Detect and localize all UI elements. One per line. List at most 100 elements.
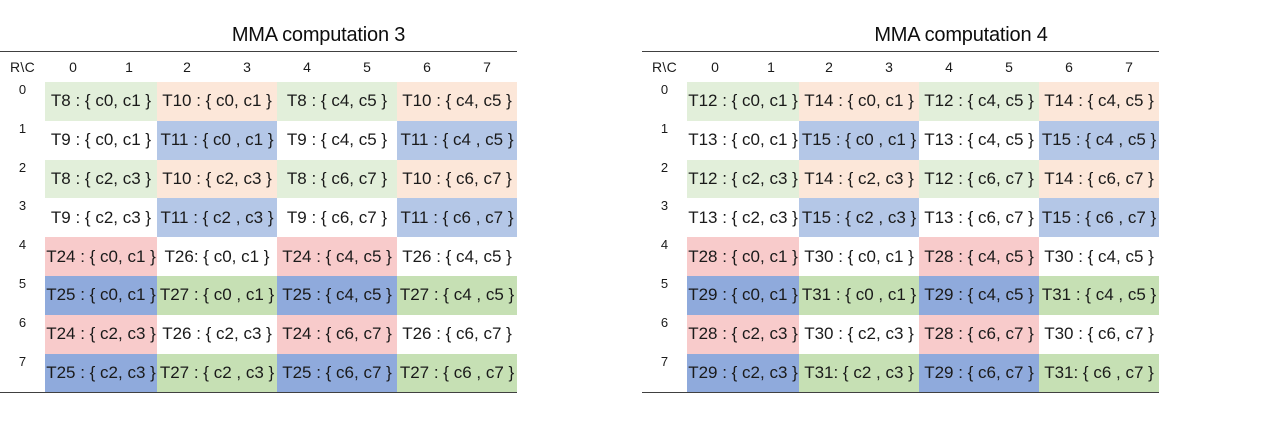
table-row: 2 T12 : { c2, c3 } T14 : { c2, c3 } T12 : {… bbox=[642, 159, 1159, 199]
table-cell-r1-c0: T9 : { c0, c1 } bbox=[45, 120, 157, 160]
table-cell-r7-c3: T31: { c6 , c7 } bbox=[1039, 353, 1159, 393]
table-cell-r4-c2: T28 : { c4, c5 } bbox=[919, 237, 1039, 276]
table-cell-r5-c3: T27 : { c4 , c5 } bbox=[397, 275, 517, 315]
table-cell-r6-c3: T30 : { c6, c7 } bbox=[1039, 314, 1159, 354]
table-cell-r5-c2: T29 : { c4, c5 } bbox=[919, 275, 1039, 315]
table-header-row: R\C 0 1 2 3 4 5 6 7 bbox=[642, 51, 1159, 82]
table-cell-r5-c1: T27 : { c0 , c1 } bbox=[157, 275, 277, 315]
page-title-right: MMA computation 4 bbox=[874, 24, 1048, 46]
row-label-1: 1 bbox=[642, 120, 687, 160]
table-cell-r1-c2: T9 : { c4, c5 } bbox=[277, 120, 397, 160]
row-label-0: 0 bbox=[0, 82, 45, 121]
table-cell-r2-c0: T12 : { c2, c3 } bbox=[687, 159, 799, 199]
table-row: 7 T25 : { c2, c3 } T27 : { c2 , c3 } T25 : … bbox=[0, 353, 517, 393]
table-cell-r6-c3: T26 : { c6, c7 } bbox=[397, 314, 517, 354]
table-cell-r0-c2: T12 : { c4, c5 } bbox=[919, 82, 1039, 121]
table-cell-r7-c1: T27 : { c2 , c3 } bbox=[157, 353, 277, 393]
table-row: 5 T29 : { c0, c1 } T31 : { c0 , c1 } T29 : … bbox=[642, 275, 1159, 315]
table-cell-r6-c0: T24 : { c2, c3 } bbox=[45, 314, 157, 354]
table-cell-r4-c3: T26 : { c4, c5 } bbox=[397, 237, 517, 276]
table-cell-r7-c0: T29 : { c2, c3 } bbox=[687, 353, 799, 393]
table-row: 1 T9 : { c0, c1 } T11 : { c0 , c1 } T9 : { … bbox=[0, 120, 517, 160]
table-cell-r0-c3: T10 : { c4, c5 } bbox=[397, 82, 517, 121]
table-row: 0 T12 : { c0, c1 } T14 : { c0, c1 } T12 : {… bbox=[642, 82, 1159, 121]
col-header-1: 1 bbox=[101, 51, 157, 82]
col-header-4: 4 bbox=[919, 51, 979, 82]
table-cell-r7-c3: T27 : { c6 , c7 } bbox=[397, 353, 517, 393]
col-header-4: 4 bbox=[277, 51, 337, 82]
col-header-0: 0 bbox=[45, 51, 101, 82]
table-cell-r2-c0: T8 : { c2, c3 } bbox=[45, 159, 157, 199]
table-cell-r4-c0: T28 : { c0, c1 } bbox=[687, 237, 799, 276]
table-cell-r1-c3: T11 : { c4 , c5 } bbox=[397, 120, 517, 160]
panel-mma-computation-3: MMA computation 3 R\C 0 1 2 3 4 5 6 7 bbox=[0, 0, 637, 394]
table-row: 1 T13 : { c0, c1 } T15 : { c0 , c1 } T13 : … bbox=[642, 120, 1159, 160]
col-header-7: 7 bbox=[457, 51, 517, 82]
panel-mma-computation-4: MMA computation 4 R\C 0 1 2 3 4 5 6 7 bbox=[642, 0, 1280, 394]
table-row: 6 T28 : { c2, c3 } T30 : { c2, c3 } T28 : {… bbox=[642, 314, 1159, 354]
table-cell-r0-c0: T12 : { c0, c1 } bbox=[687, 82, 799, 121]
table-cell-r3-c0: T9 : { c2, c3 } bbox=[45, 198, 157, 238]
table-cell-r7-c2: T25 : { c6, c7 } bbox=[277, 353, 397, 393]
table-cell-r2-c1: T10 : { c2, c3 } bbox=[157, 159, 277, 199]
table-row: 5 T25 : { c0, c1 } T27 : { c0 , c1 } T25 : … bbox=[0, 275, 517, 315]
col-header-2: 2 bbox=[799, 51, 859, 82]
table-cell-r6-c1: T26 : { c2, c3 } bbox=[157, 314, 277, 354]
row-label-7: 7 bbox=[0, 353, 45, 393]
table-cell-r1-c1: T15 : { c0 , c1 } bbox=[799, 120, 919, 160]
col-header-2: 2 bbox=[157, 51, 217, 82]
col-header-5: 5 bbox=[337, 51, 397, 82]
row-label-6: 6 bbox=[642, 314, 687, 354]
table-cell-r6-c2: T28 : { c6, c7 } bbox=[919, 314, 1039, 354]
table-cell-r3-c2: T9 : { c6, c7 } bbox=[277, 198, 397, 238]
row-label-1: 1 bbox=[0, 120, 45, 160]
table-cell-r0-c1: T10 : { c0, c1 } bbox=[157, 82, 277, 121]
table-cell-r3-c3: T11 : { c6 , c7 } bbox=[397, 198, 517, 238]
row-label-2: 2 bbox=[0, 159, 45, 199]
table-cell-r0-c1: T14 : { c0, c1 } bbox=[799, 82, 919, 121]
table-cell-r3-c3: T15 : { c6 , c7 } bbox=[1039, 198, 1159, 238]
col-header-0: 0 bbox=[687, 51, 743, 82]
table-row: 7 T29 : { c2, c3 } T31: { c2 , c3 } T29 : {… bbox=[642, 353, 1159, 393]
table-cell-r5-c0: T29 : { c0, c1 } bbox=[687, 275, 799, 315]
corner-label: R\C bbox=[642, 51, 687, 82]
table-cell-r2-c1: T14 : { c2, c3 } bbox=[799, 159, 919, 199]
table-cell-r2-c3: T10 : { c6, c7 } bbox=[397, 159, 517, 199]
col-header-3: 3 bbox=[217, 51, 277, 82]
table-cell-r2-c2: T8 : { c6, c7 } bbox=[277, 159, 397, 199]
table-row: 6 T24 : { c2, c3 } T26 : { c2, c3 } T24 : {… bbox=[0, 314, 517, 354]
table-cell-r5-c2: T25 : { c4, c5 } bbox=[277, 275, 397, 315]
table-cell-r2-c3: T14 : { c6, c7 } bbox=[1039, 159, 1159, 199]
table-cell-r6-c1: T30 : { c2, c3 } bbox=[799, 314, 919, 354]
table-cell-r1-c2: T13 : { c4, c5 } bbox=[919, 120, 1039, 160]
table-cell-r5-c3: T31 : { c4 , c5 } bbox=[1039, 275, 1159, 315]
row-label-3: 3 bbox=[642, 198, 687, 238]
table-cell-r3-c1: T11 : { c2 , c3 } bbox=[157, 198, 277, 238]
table-cell-r5-c0: T25 : { c0, c1 } bbox=[45, 275, 157, 315]
table-cell-r6-c0: T28 : { c2, c3 } bbox=[687, 314, 799, 354]
row-label-3: 3 bbox=[0, 198, 45, 238]
table-body-right: 0 T12 : { c0, c1 } T14 : { c0, c1 } T12 : {… bbox=[642, 82, 1159, 393]
table-body-left: 0 T8 : { c0, c1 } T10 : { c0, c1 } T8 : { c… bbox=[0, 82, 517, 393]
table-cell-r3-c0: T13 : { c2, c3 } bbox=[687, 198, 799, 238]
table-row: 4 T28 : { c0, c1 } T30 : { c0, c1 } T28 : {… bbox=[642, 237, 1159, 276]
table-cell-r1-c0: T13 : { c0, c1 } bbox=[687, 120, 799, 160]
row-label-5: 5 bbox=[0, 275, 45, 315]
table-cell-r4-c1: T30 : { c0, c1 } bbox=[799, 237, 919, 276]
table-cell-r1-c3: T15 : { c4 , c5 } bbox=[1039, 120, 1159, 160]
table-cell-r6-c2: T24 : { c6, c7 } bbox=[277, 314, 397, 354]
table-mma-computation-4: R\C 0 1 2 3 4 5 6 7 0 T12 : { c0, c1 } T14… bbox=[642, 51, 1159, 394]
table-row: 3 T9 : { c2, c3 } T11 : { c2 , c3 } T9 : { … bbox=[0, 198, 517, 238]
row-label-6: 6 bbox=[0, 314, 45, 354]
corner-label: R\C bbox=[0, 51, 45, 82]
table-cell-r4-c1: T26: { c0, c1 } bbox=[157, 237, 277, 276]
col-header-5: 5 bbox=[979, 51, 1039, 82]
table-row: 3 T13 : { c2, c3 } T15 : { c2 , c3 } T13 : … bbox=[642, 198, 1159, 238]
table-header-row: R\C 0 1 2 3 4 5 6 7 bbox=[0, 51, 517, 82]
table-cell-r7-c0: T25 : { c2, c3 } bbox=[45, 353, 157, 393]
table-cell-r7-c1: T31: { c2 , c3 } bbox=[799, 353, 919, 393]
table-row: 0 T8 : { c0, c1 } T10 : { c0, c1 } T8 : { c… bbox=[0, 82, 517, 121]
table-mma-computation-3: R\C 0 1 2 3 4 5 6 7 0 T8 : { c0, c1 } T10 … bbox=[0, 51, 517, 394]
page-title-left: MMA computation 3 bbox=[231, 24, 406, 46]
